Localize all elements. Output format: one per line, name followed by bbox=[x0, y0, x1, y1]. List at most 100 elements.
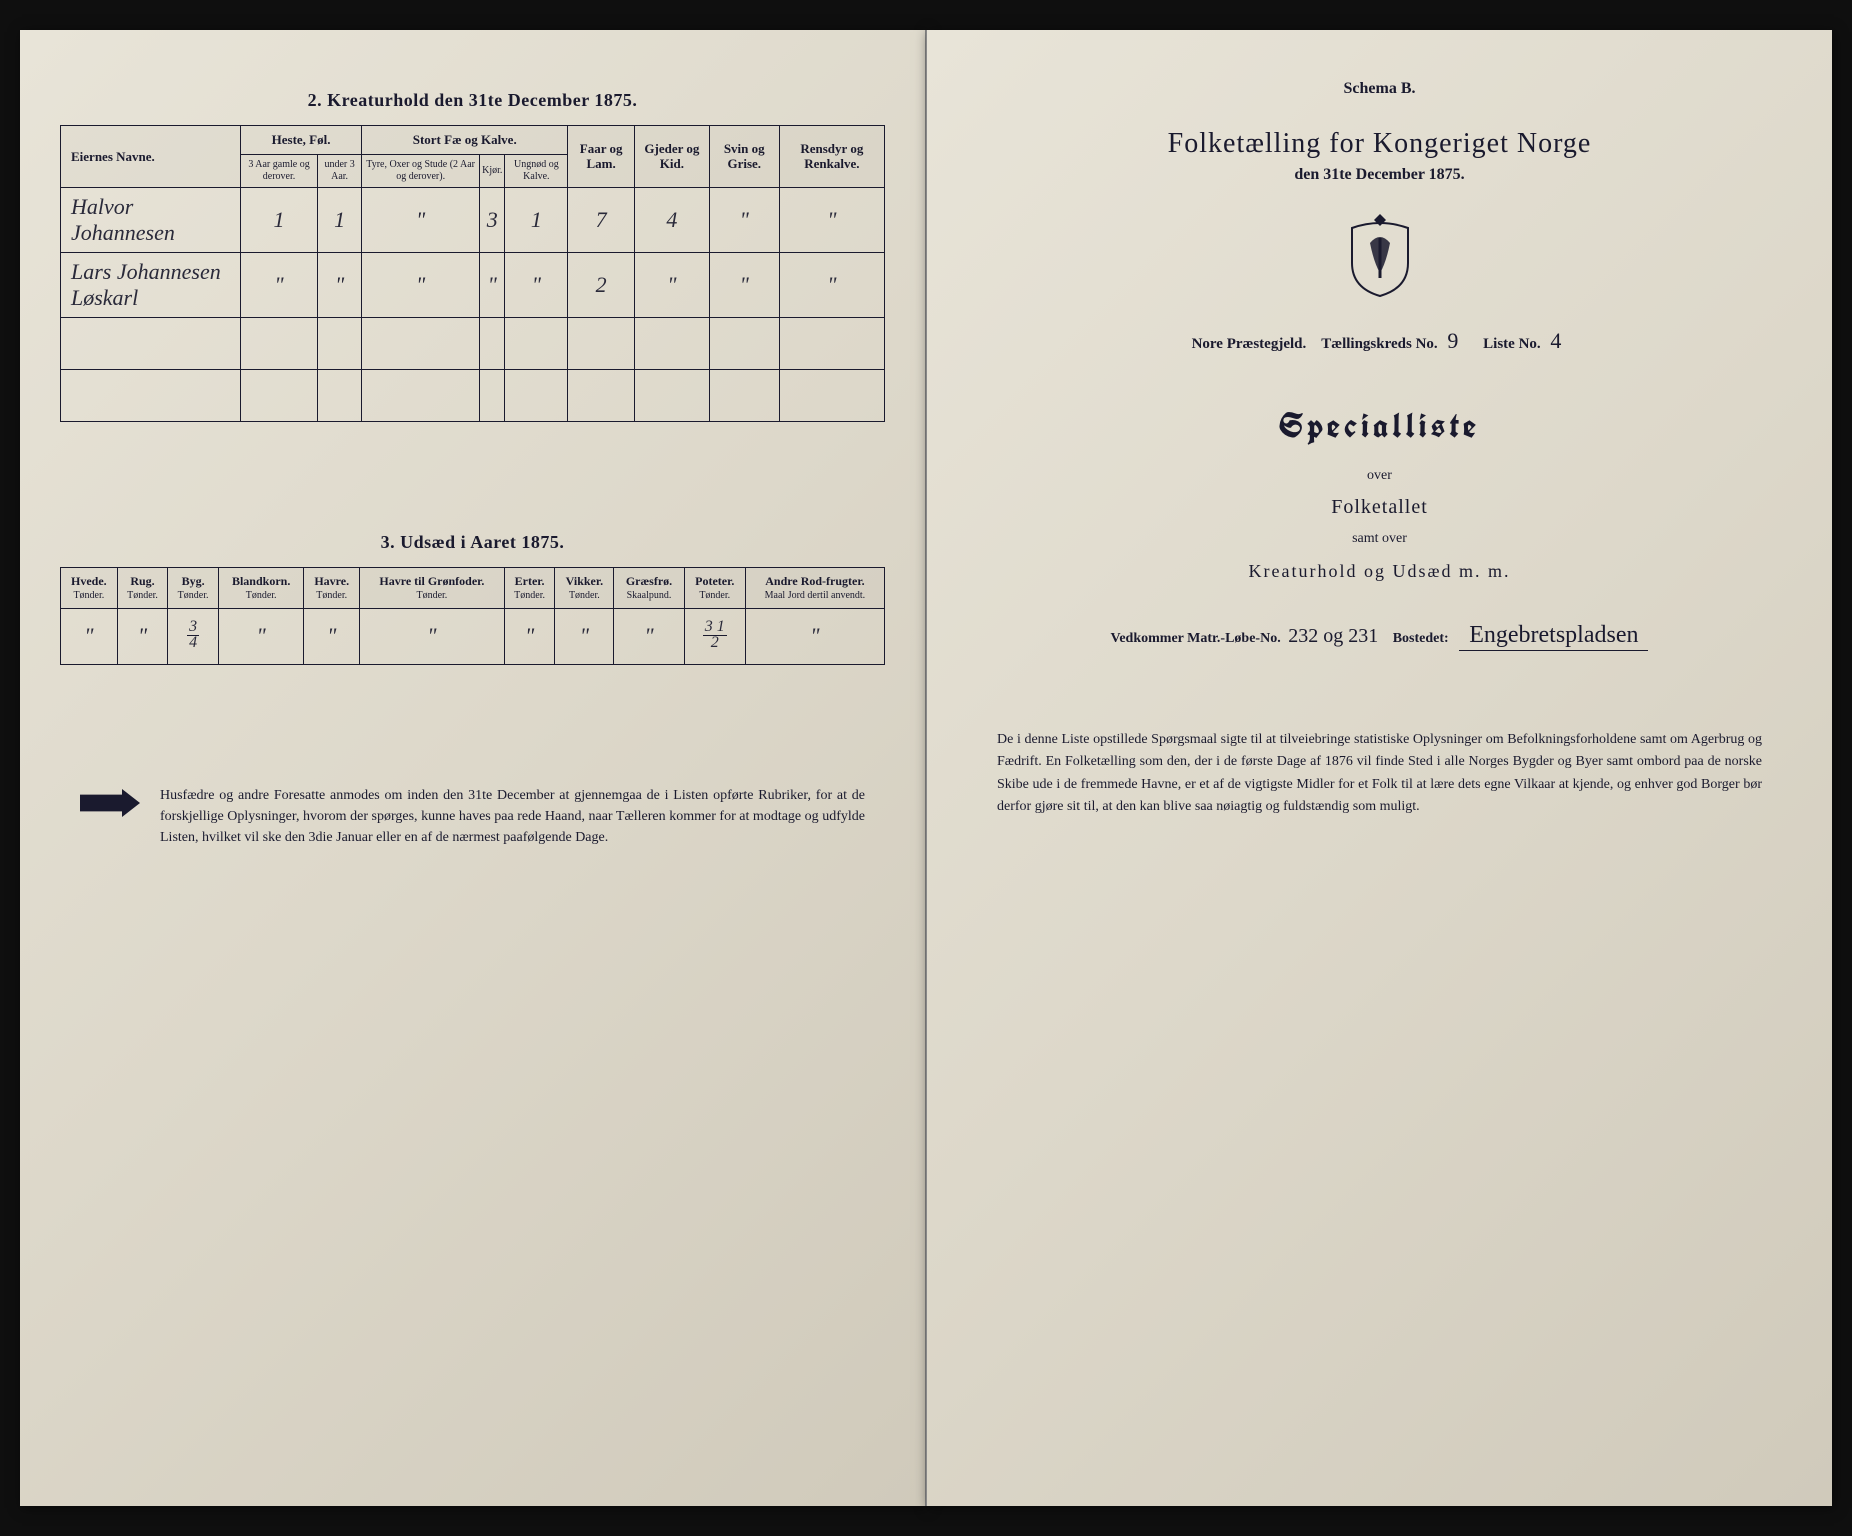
cell: " bbox=[745, 608, 884, 664]
main-title: Folketælling for Kongeriget Norge bbox=[967, 128, 1792, 160]
col-cows: Kjør. bbox=[480, 154, 505, 187]
cell bbox=[480, 369, 505, 421]
seed-col: Havre.Tønder. bbox=[304, 567, 360, 608]
cell: " bbox=[504, 608, 555, 664]
cell: 1 bbox=[241, 187, 318, 252]
cell: " bbox=[614, 608, 684, 664]
section2-heading: 2. Kreaturhold den 31te December 1875. bbox=[60, 90, 885, 111]
table-row bbox=[61, 369, 885, 421]
col-goats: Gjeder og Kid. bbox=[635, 126, 710, 188]
cell bbox=[709, 317, 779, 369]
cell: " bbox=[117, 608, 168, 664]
cell: " bbox=[779, 252, 884, 317]
cell: 7 bbox=[568, 187, 635, 252]
date-line: den 31te December 1875. bbox=[967, 166, 1792, 184]
right-page: Schema B. Folketælling for Kongeriget No… bbox=[926, 30, 1832, 1506]
cell bbox=[635, 369, 710, 421]
cell: 1 bbox=[318, 187, 362, 252]
bostedet-value: Engebretspladsen bbox=[1459, 622, 1648, 651]
cell: 1 bbox=[505, 187, 568, 252]
matr-no: 232 og 231 bbox=[1284, 625, 1382, 647]
specialliste-heading: Specialliste bbox=[967, 404, 1792, 448]
cell: 3 12 bbox=[684, 608, 745, 664]
seed-col: Havre til Grønfoder.Tønder. bbox=[360, 567, 505, 608]
cell bbox=[505, 369, 568, 421]
cell: 4 bbox=[635, 187, 710, 252]
schema-label: Schema B. bbox=[967, 80, 1792, 98]
col-sheep: Faar og Lam. bbox=[568, 126, 635, 188]
cell: " bbox=[362, 252, 480, 317]
seed-col: Vikker.Tønder. bbox=[555, 567, 614, 608]
cell bbox=[318, 369, 362, 421]
kreatur-line: Kreaturhold og Udsæd m. m. bbox=[967, 561, 1792, 582]
cell: " bbox=[480, 252, 505, 317]
cell: " bbox=[709, 252, 779, 317]
col-horses-3plus: 3 Aar gamle og derover. bbox=[241, 154, 318, 187]
cell: " bbox=[779, 187, 884, 252]
cell: 34 bbox=[168, 608, 219, 664]
cell bbox=[480, 317, 505, 369]
seed-col: Byg.Tønder. bbox=[168, 567, 219, 608]
pointing-hand-icon bbox=[80, 789, 140, 817]
left-page: 2. Kreaturhold den 31te December 1875. E… bbox=[20, 30, 926, 1506]
liste-no: 4 bbox=[1544, 328, 1567, 353]
cell: " bbox=[318, 252, 362, 317]
cell bbox=[362, 317, 480, 369]
table-row bbox=[61, 317, 885, 369]
cell: " bbox=[505, 252, 568, 317]
kreds-no: 9 bbox=[1441, 328, 1464, 353]
bottom-paragraph: De i denne Liste opstillede Spørgsmaal s… bbox=[967, 729, 1792, 819]
col-reindeer: Rensdyr og Renkalve. bbox=[779, 126, 884, 188]
vedkommer-label: Vedkommer Matr.-Løbe-No. bbox=[1111, 631, 1281, 646]
col-bulls: Tyre, Oxer og Stude (2 Aar og derover). bbox=[362, 154, 480, 187]
cell: " bbox=[218, 608, 304, 664]
cell bbox=[779, 369, 884, 421]
coat-of-arms-icon bbox=[1340, 208, 1420, 298]
cell bbox=[61, 317, 241, 369]
cell bbox=[709, 369, 779, 421]
seed-col: Hvede.Tønder. bbox=[61, 567, 118, 608]
seed-col: Rug.Tønder. bbox=[117, 567, 168, 608]
instruction-text: Husfædre og andre Foresatte anmodes om i… bbox=[160, 785, 865, 848]
livestock-table: Eiernes Navne. Heste, Føl. Stort Fæ og K… bbox=[60, 125, 885, 422]
cell bbox=[318, 317, 362, 369]
seed-col: Poteter.Tønder. bbox=[684, 567, 745, 608]
col-pigs: Svin og Grise. bbox=[709, 126, 779, 188]
seed-table: Hvede.Tønder.Rug.Tønder.Byg.Tønder.Bland… bbox=[60, 567, 885, 665]
table-row: Lars Johannesen Løskarl"""""2""" bbox=[61, 252, 885, 317]
owner-name: Lars Johannesen Løskarl bbox=[61, 252, 241, 317]
cell bbox=[362, 369, 480, 421]
cell: 3 bbox=[480, 187, 505, 252]
table-row: Halvor Johannesen11"3174"" bbox=[61, 187, 885, 252]
col-owner-name: Eiernes Navne. bbox=[61, 126, 241, 188]
cell: " bbox=[362, 187, 480, 252]
cell bbox=[568, 317, 635, 369]
cell bbox=[241, 317, 318, 369]
cell: " bbox=[709, 187, 779, 252]
col-group-cattle: Stort Fæ og Kalve. bbox=[362, 126, 568, 155]
cell bbox=[568, 369, 635, 421]
vedkommer-line: Vedkommer Matr.-Løbe-No. 232 og 231 Bost… bbox=[967, 622, 1792, 649]
kreds-label: Tællingskreds No. bbox=[1321, 336, 1437, 352]
meta-line: Nore Præstegjeld. Tællingskreds No. 9 Li… bbox=[967, 328, 1792, 354]
cell: " bbox=[635, 252, 710, 317]
seed-col: Græsfrø.Skaalpund. bbox=[614, 567, 684, 608]
col-calves: Ungnød og Kalve. bbox=[505, 154, 568, 187]
cell: " bbox=[360, 608, 505, 664]
col-horses-under3: under 3 Aar. bbox=[318, 154, 362, 187]
cell bbox=[779, 317, 884, 369]
samt-over: samt over bbox=[967, 531, 1792, 547]
cell: " bbox=[241, 252, 318, 317]
bostedet-label: Bostedet: bbox=[1393, 631, 1449, 646]
section3-heading: 3. Udsæd i Aaret 1875. bbox=[60, 532, 885, 553]
instruction-note: Husfædre og andre Foresatte anmodes om i… bbox=[60, 785, 885, 848]
cell bbox=[241, 369, 318, 421]
cell: 2 bbox=[568, 252, 635, 317]
book-spread: 2. Kreaturhold den 31te December 1875. E… bbox=[0, 0, 1852, 1536]
col-group-horses: Heste, Føl. bbox=[241, 126, 362, 155]
seed-col: Andre Rod-frugter.Maal Jord dertil anven… bbox=[745, 567, 884, 608]
cell bbox=[61, 369, 241, 421]
folketallet: Folketallet bbox=[967, 496, 1792, 519]
liste-label: Liste No. bbox=[1483, 336, 1541, 352]
cell bbox=[505, 317, 568, 369]
